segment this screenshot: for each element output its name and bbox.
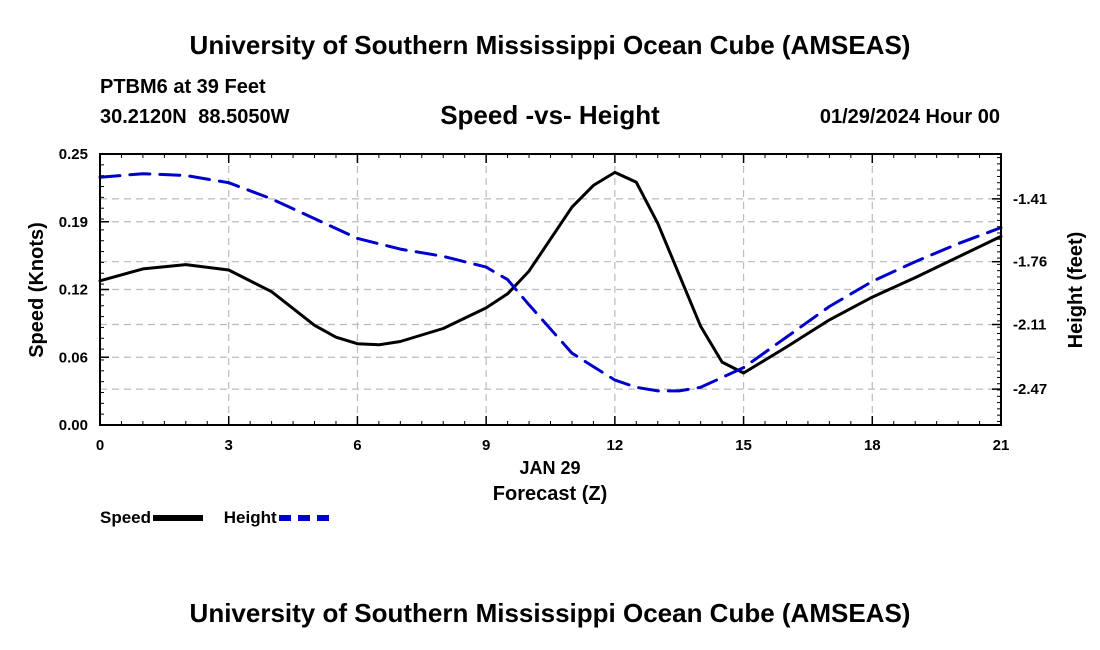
x-axis-title: Forecast (Z) <box>493 483 607 505</box>
x-tick-label: 21 <box>993 437 1010 454</box>
x-tick-label: 3 <box>225 437 233 454</box>
series-line-height <box>98 172 1003 393</box>
y-tick-label: 0.19 <box>59 214 88 231</box>
x-tick-label: 15 <box>735 437 752 454</box>
x-tick-label: 0 <box>96 437 104 454</box>
series-line-speed <box>98 170 1003 375</box>
legend-height-label: Height <box>223 508 277 527</box>
chart-main-title: University of Southern Mississippi Ocean… <box>189 30 911 60</box>
y-tick-label: 0.06 <box>59 349 88 366</box>
series-layer <box>98 170 1003 393</box>
chart-subtitle: Speed -vs- Height <box>440 100 660 130</box>
forecast-timestamp: 01/29/2024 Hour 00 <box>819 106 1000 128</box>
axis-labels: JAN 29 Forecast (Z) Speed (Knots) Height… <box>26 146 1087 505</box>
y2-tick-label: -2.11 <box>1013 316 1046 333</box>
y2-tick-label: -2.47 <box>1013 381 1047 398</box>
chart-legend: Speed Height <box>100 508 345 528</box>
x-tick-label: 12 <box>607 437 624 454</box>
legend-speed-label: Speed <box>100 508 152 527</box>
footer-title: University of Southern Mississippi Ocean… <box>189 598 911 628</box>
legend-item-height: Height <box>224 508 329 528</box>
x-axis-date-label: JAN 29 <box>519 458 580 478</box>
y-tick-label: 0.12 <box>59 282 88 299</box>
legend-item-speed: Speed <box>100 508 204 528</box>
y2-tick-label: -1.76 <box>1013 254 1047 271</box>
x-tick-label: 9 <box>482 437 490 454</box>
station-label: PTBM6 at 39 Feet <box>100 76 266 98</box>
axis-ticks <box>99 153 1002 426</box>
y-tick-label: 0.25 <box>59 146 88 163</box>
y2-tick-label: -1.41 <box>1013 191 1047 208</box>
x-tick-label: 18 <box>864 437 881 454</box>
station-coordinates: 30.2120N 88.5050W <box>100 106 290 128</box>
x-tick-label: 6 <box>353 437 361 454</box>
legend-height-swatch <box>278 515 329 521</box>
grid-lines <box>100 154 1001 425</box>
legend-speed-swatch <box>153 515 204 521</box>
y-tick-label: 0.00 <box>59 417 88 434</box>
y-axis-title: Speed (Knots) <box>26 222 48 358</box>
y2-axis-title: Height (feet) <box>1065 232 1087 349</box>
